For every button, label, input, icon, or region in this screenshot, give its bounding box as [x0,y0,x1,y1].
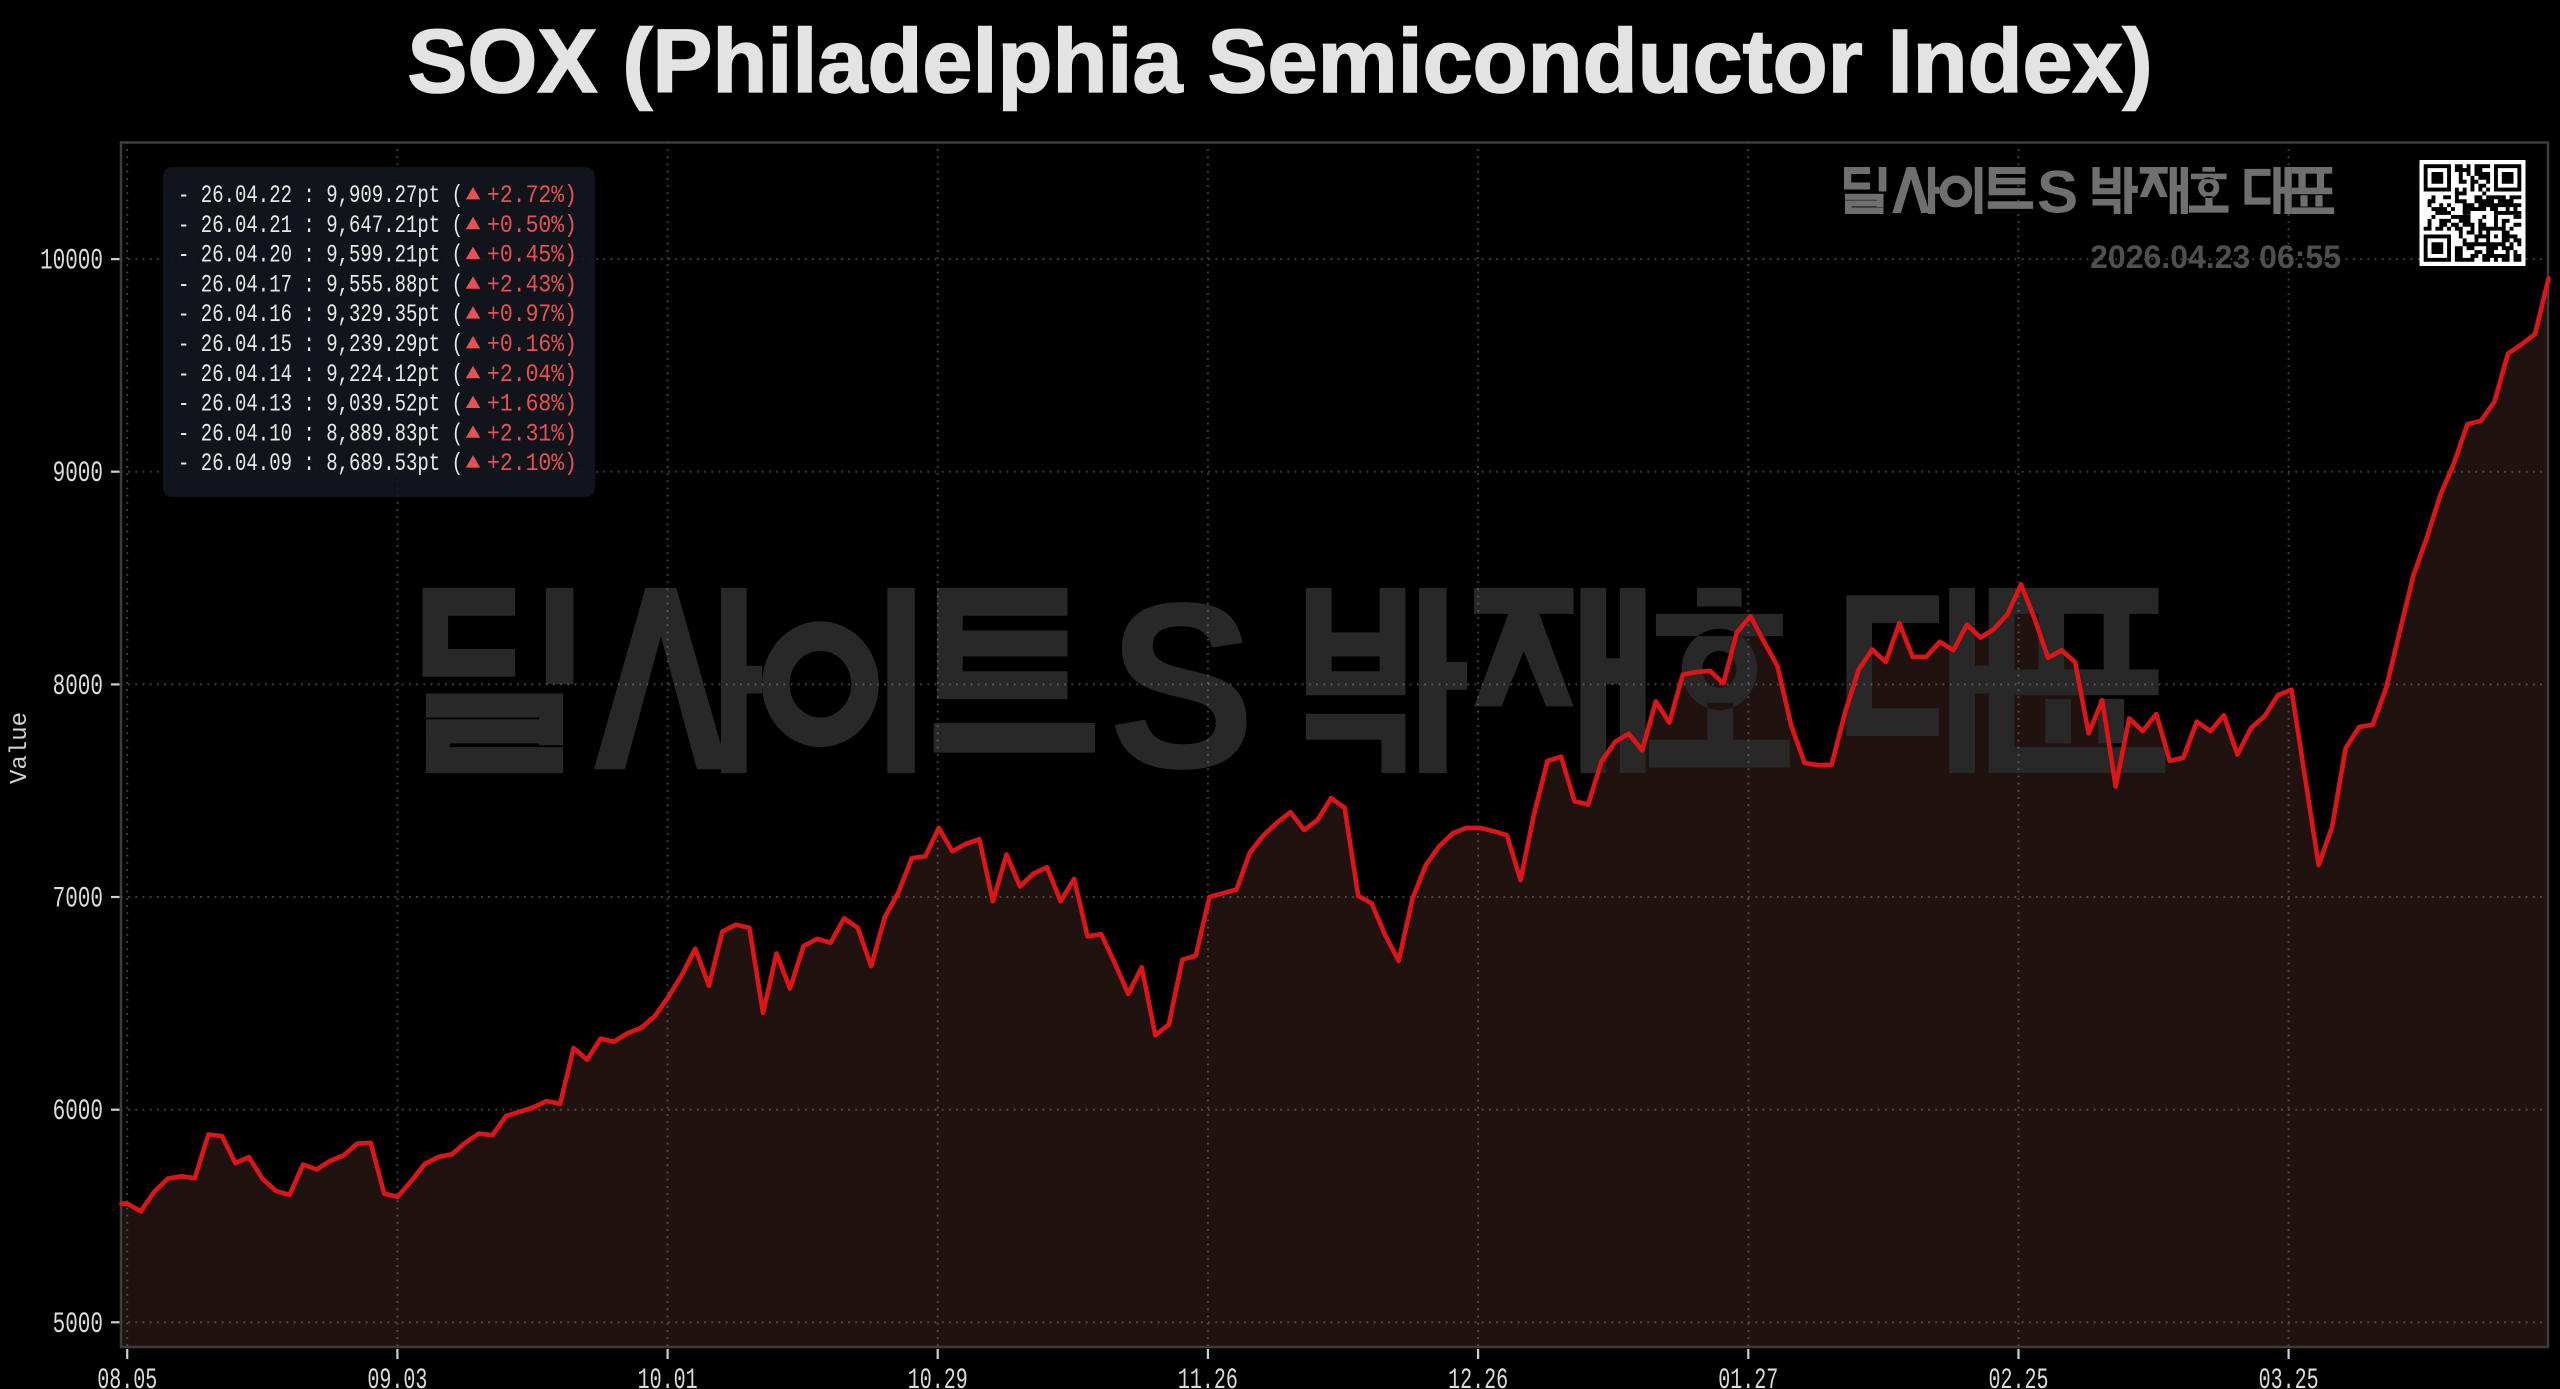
svg-text:+2.04%): +2.04%) [487,360,577,389]
svg-text:- 26.04.10 : 8,889.83pt (: - 26.04.10 : 8,889.83pt ( [178,419,463,448]
svg-text:12.26: 12.26 [1448,1364,1508,1389]
svg-text:6000: 6000 [53,1095,103,1129]
svg-text:- 26.04.15 : 9,239.29pt (: - 26.04.15 : 9,239.29pt ( [178,330,463,359]
svg-text:10000: 10000 [40,245,103,279]
svg-text:+2.10%): +2.10%) [487,449,577,478]
svg-text:+2.72%): +2.72%) [487,181,577,210]
svg-text:+0.45%): +0.45%) [487,241,577,270]
svg-text:01.27: 01.27 [1718,1364,1778,1389]
svg-text:10.01: 10.01 [638,1364,698,1389]
svg-text:- 26.04.16 : 9,329.35pt (: - 26.04.16 : 9,329.35pt ( [178,300,463,329]
svg-text:02.25: 02.25 [1989,1364,2049,1389]
svg-text:+1.68%): +1.68%) [487,390,577,419]
svg-text:- 26.04.09 : 8,689.53pt (: - 26.04.09 : 8,689.53pt ( [178,449,463,478]
svg-text:03.25: 03.25 [2259,1364,2319,1389]
svg-text:11.26: 11.26 [1178,1364,1238,1389]
svg-text:- 26.04.21 : 9,647.21pt (: - 26.04.21 : 9,647.21pt ( [178,211,463,240]
svg-text:S: S [2037,158,2078,225]
svg-text:+0.50%): +0.50%) [487,211,577,240]
svg-text:08.05: 08.05 [97,1364,157,1389]
svg-text:09.03: 09.03 [367,1364,427,1389]
svg-text:- 26.04.22 : 9,909.27pt (: - 26.04.22 : 9,909.27pt ( [178,181,463,210]
svg-text:+2.31%): +2.31%) [487,419,577,448]
svg-text:+0.97%): +0.97%) [487,300,577,329]
svg-text:7000: 7000 [53,883,103,917]
svg-text:Value: Value [7,712,34,784]
svg-text:5000: 5000 [53,1308,103,1342]
svg-text:S: S [1109,554,1255,818]
svg-text:+2.43%): +2.43%) [487,270,577,299]
svg-text:+0.16%): +0.16%) [487,330,577,359]
svg-text:10.29: 10.29 [908,1364,968,1389]
svg-text:- 26.04.20 : 9,599.21pt (: - 26.04.20 : 9,599.21pt ( [178,241,463,270]
svg-text:- 26.04.14 : 9,224.12pt (: - 26.04.14 : 9,224.12pt ( [178,360,463,389]
svg-text:SOX (Philadelphia Semiconducto: SOX (Philadelphia Semiconductor Index) [407,12,2152,112]
svg-text:9000: 9000 [53,457,103,491]
svg-text:- 26.04.13 : 9,039.52pt (: - 26.04.13 : 9,039.52pt ( [178,390,463,419]
svg-text:2026.04.23 06:55: 2026.04.23 06:55 [2090,239,2341,275]
svg-text:8000: 8000 [53,670,103,704]
svg-text:- 26.04.17 : 9,555.88pt (: - 26.04.17 : 9,555.88pt ( [178,270,463,299]
